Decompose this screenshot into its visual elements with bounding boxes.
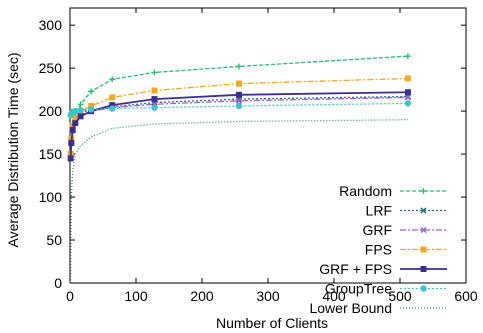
data-point-grouptree	[72, 107, 79, 115]
x-tick-label: 100	[124, 288, 148, 304]
plot-frame	[69, 7, 467, 284]
data-point-fps	[109, 94, 116, 101]
series-lower-bound	[70, 119, 408, 284]
legend-label-random: Random	[339, 183, 392, 199]
series-line-lrf	[70, 95, 408, 155]
data-point-grouptree	[235, 102, 243, 110]
legend-marker-random	[420, 188, 427, 194]
data-point-grouptree	[151, 104, 158, 111]
data-point-grf-fps	[109, 102, 116, 109]
data-point-random	[77, 101, 84, 108]
data-point-grf	[404, 94, 412, 101]
data-point-grf-fps	[67, 155, 74, 162]
data-point-grf-fps	[77, 113, 84, 120]
legend-marker-grf	[420, 226, 427, 234]
series-line-grouptree	[70, 102, 408, 116]
legend-marker-grouptree	[420, 285, 427, 292]
y-tick-label: 150	[39, 146, 63, 162]
data-point-grf-fps	[404, 89, 411, 96]
legend-marker-grf-fps	[420, 266, 427, 272]
data-point-fps	[151, 87, 158, 94]
y-tick-label: 300	[39, 17, 63, 33]
legend-label-lrf: LRF	[366, 203, 392, 219]
x-tick-label: 0	[66, 288, 74, 304]
legend-label-grf: GRF	[362, 222, 392, 238]
series-line-grf-fps	[69, 91, 408, 159]
x-tick-label: 500	[388, 288, 412, 304]
y-tick-label: 100	[39, 189, 63, 205]
x-tick-label: 200	[190, 288, 214, 304]
x-axis-label: Number of Clients	[216, 315, 328, 331]
y-tick-label: 50	[46, 232, 62, 248]
series-line-lower-bound	[70, 119, 408, 284]
legend-marker-fps	[420, 246, 427, 253]
data-point-fps	[72, 115, 79, 121]
legend-marker-lrf	[420, 207, 427, 214]
data-point-random	[109, 76, 116, 83]
y-axis-label: Average Distribution Time (sec)	[5, 52, 21, 247]
data-point-grf	[235, 97, 243, 104]
data-point-random	[404, 53, 411, 60]
data-point-fps	[88, 102, 95, 109]
legend: Random LRF GRF FPS GRF + FPS GroupTree Lower B…	[309, 183, 447, 316]
legend-label-grouptree: GroupTree	[325, 281, 392, 297]
series-line-grf	[70, 96, 408, 155]
y-tick-label: 0	[54, 275, 62, 291]
axis-ticks: 0 100 200 300 400 500 600 0 50 100 150 200 250 300	[39, 8, 478, 304]
data-point-grf-fps	[68, 139, 75, 146]
legend-label-fps: FPS	[365, 242, 392, 258]
series-lines	[67, 53, 412, 284]
data-point-grf-fps	[151, 96, 158, 103]
data-point-grf-fps	[235, 91, 242, 98]
x-tick-label: 300	[256, 288, 280, 304]
data-point-grouptree	[87, 106, 95, 113]
data-point-grouptree	[77, 107, 84, 114]
data-point-grouptree	[404, 100, 412, 107]
legend-label-grf-fps: GRF + FPS	[319, 261, 392, 277]
data-point-fps	[235, 80, 242, 87]
data-point-random	[88, 88, 95, 95]
data-point-grf-fps	[72, 120, 79, 127]
data-point-grouptree	[109, 105, 116, 112]
x-tick-label: 600	[454, 288, 478, 304]
data-point-fps	[404, 75, 411, 82]
data-point-random	[235, 63, 242, 70]
data-point-grf-fps	[69, 127, 76, 134]
plot-border	[69, 7, 467, 284]
data-point-random	[151, 69, 158, 76]
series-fps	[67, 75, 411, 158]
series-grouptree	[67, 100, 412, 119]
legend-label-lower-bound: Lower Bound	[309, 300, 392, 316]
y-tick-label: 250	[39, 60, 63, 76]
series-line-fps	[70, 77, 408, 155]
y-tick-label: 200	[39, 103, 63, 119]
x-tick-label: 400	[322, 288, 346, 304]
